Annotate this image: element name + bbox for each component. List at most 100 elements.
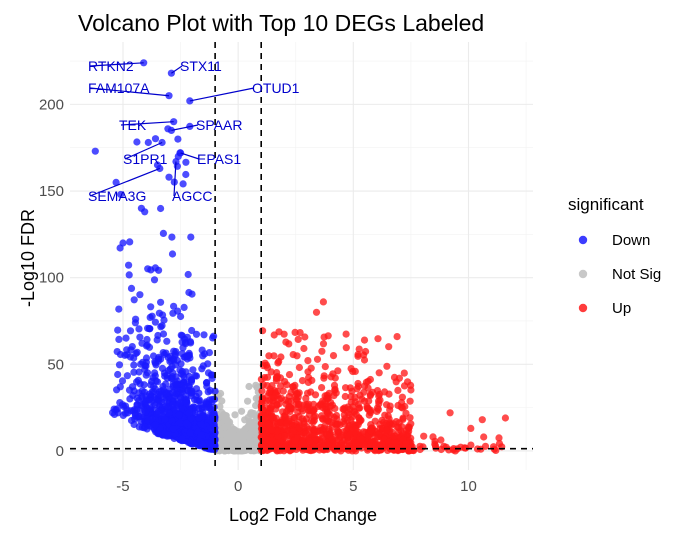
data-point-up (268, 426, 276, 434)
data-point-up (293, 352, 301, 360)
data-point-down (195, 389, 203, 397)
data-point-up (375, 443, 384, 451)
data-point-not-sig (218, 397, 226, 405)
data-point-down (110, 405, 118, 413)
data-point-down (171, 350, 180, 358)
data-point-down (151, 421, 159, 429)
data-point-down (175, 411, 183, 419)
x-tick-label: -5 (116, 478, 129, 495)
data-point-down (147, 381, 155, 389)
data-point-up (304, 357, 312, 365)
data-point-up (467, 441, 475, 449)
data-point-down (187, 233, 195, 241)
chart-title: Volcano Plot with Top 10 DEGs Labeled (78, 10, 484, 36)
data-point-down (143, 369, 152, 377)
data-point-down (187, 378, 195, 386)
data-point-down (205, 349, 213, 357)
data-point-down (208, 371, 216, 379)
data-point-up (263, 373, 272, 381)
data-point-up (309, 400, 318, 408)
data-point-down (135, 325, 143, 333)
data-point-up (318, 414, 326, 423)
data-point-down (150, 276, 159, 284)
data-point-up (437, 436, 445, 444)
data-point-up (334, 427, 342, 435)
data-point-up (353, 385, 361, 393)
data-point-up (407, 386, 415, 394)
data-point-up (280, 425, 289, 433)
data-point-up (402, 440, 410, 448)
down-points (91, 59, 219, 454)
data-point-up (342, 330, 350, 338)
data-point-up (394, 401, 402, 410)
data-point-down (153, 378, 162, 386)
data-point-up (358, 435, 366, 443)
data-point-up (342, 344, 350, 352)
data-point-down (186, 429, 194, 437)
data-point-down (178, 338, 186, 346)
data-point-down (141, 398, 150, 406)
data-point-down (115, 361, 124, 369)
data-point-up (311, 391, 320, 399)
data-point-up (299, 438, 307, 447)
data-point-up (282, 419, 291, 427)
data-point-up (356, 416, 364, 424)
data-point-down (123, 372, 131, 380)
data-point-up (501, 414, 509, 422)
x-tick-label: 5 (349, 478, 357, 495)
gene-label: S1PR1 (123, 151, 168, 167)
data-point-not-sig (248, 427, 256, 435)
data-point-down (130, 368, 138, 376)
data-point-down (146, 325, 154, 333)
legend-key-up (578, 303, 588, 313)
data-point-up (298, 415, 306, 423)
data-point-down (163, 374, 171, 382)
data-point-up (272, 391, 280, 399)
gene-label-connector (89, 87, 170, 97)
data-point-down (126, 327, 135, 335)
data-point-down (125, 386, 134, 394)
gene-label-connector (89, 62, 144, 67)
y-tick-label: 0 (56, 443, 64, 460)
data-point-down (183, 333, 191, 341)
data-point-up (285, 371, 294, 379)
data-point-down (148, 397, 156, 405)
data-point-up (350, 444, 358, 452)
data-point-down (151, 318, 159, 326)
y-axis-title: -Log10 FDR (18, 209, 38, 307)
data-point-up (294, 408, 302, 416)
data-point-down (157, 298, 165, 306)
data-point-up (352, 439, 360, 447)
data-point-up (390, 432, 398, 440)
data-point-down (182, 419, 190, 427)
data-point-down (170, 356, 178, 364)
data-point-up (375, 369, 383, 377)
data-point-down (135, 389, 143, 397)
gene-label: SPAAR (196, 117, 242, 133)
data-point-down (184, 270, 192, 279)
data-point-up (371, 417, 379, 425)
data-point-up (374, 431, 383, 439)
data-point-up (478, 416, 486, 424)
data-point-up (341, 415, 349, 423)
data-point-down (136, 291, 144, 299)
data-point-down (187, 414, 195, 423)
data-point-up (300, 344, 308, 353)
data-point-down (126, 238, 134, 246)
data-point-down (192, 330, 201, 338)
data-point-down (197, 431, 205, 439)
data-point-up (322, 403, 330, 411)
data-point-not-sig (244, 413, 252, 422)
data-point-down (132, 315, 140, 323)
data-point-down (174, 135, 182, 143)
data-point-down (119, 401, 127, 409)
data-point-down (146, 404, 154, 412)
data-point-up (258, 387, 266, 395)
data-point-down (192, 372, 201, 380)
data-point-down (208, 411, 216, 419)
data-point-up (360, 428, 368, 436)
data-point-down (168, 363, 176, 371)
data-point-up (291, 381, 299, 389)
data-point-not-sig (217, 429, 225, 437)
data-point-up (320, 372, 328, 380)
